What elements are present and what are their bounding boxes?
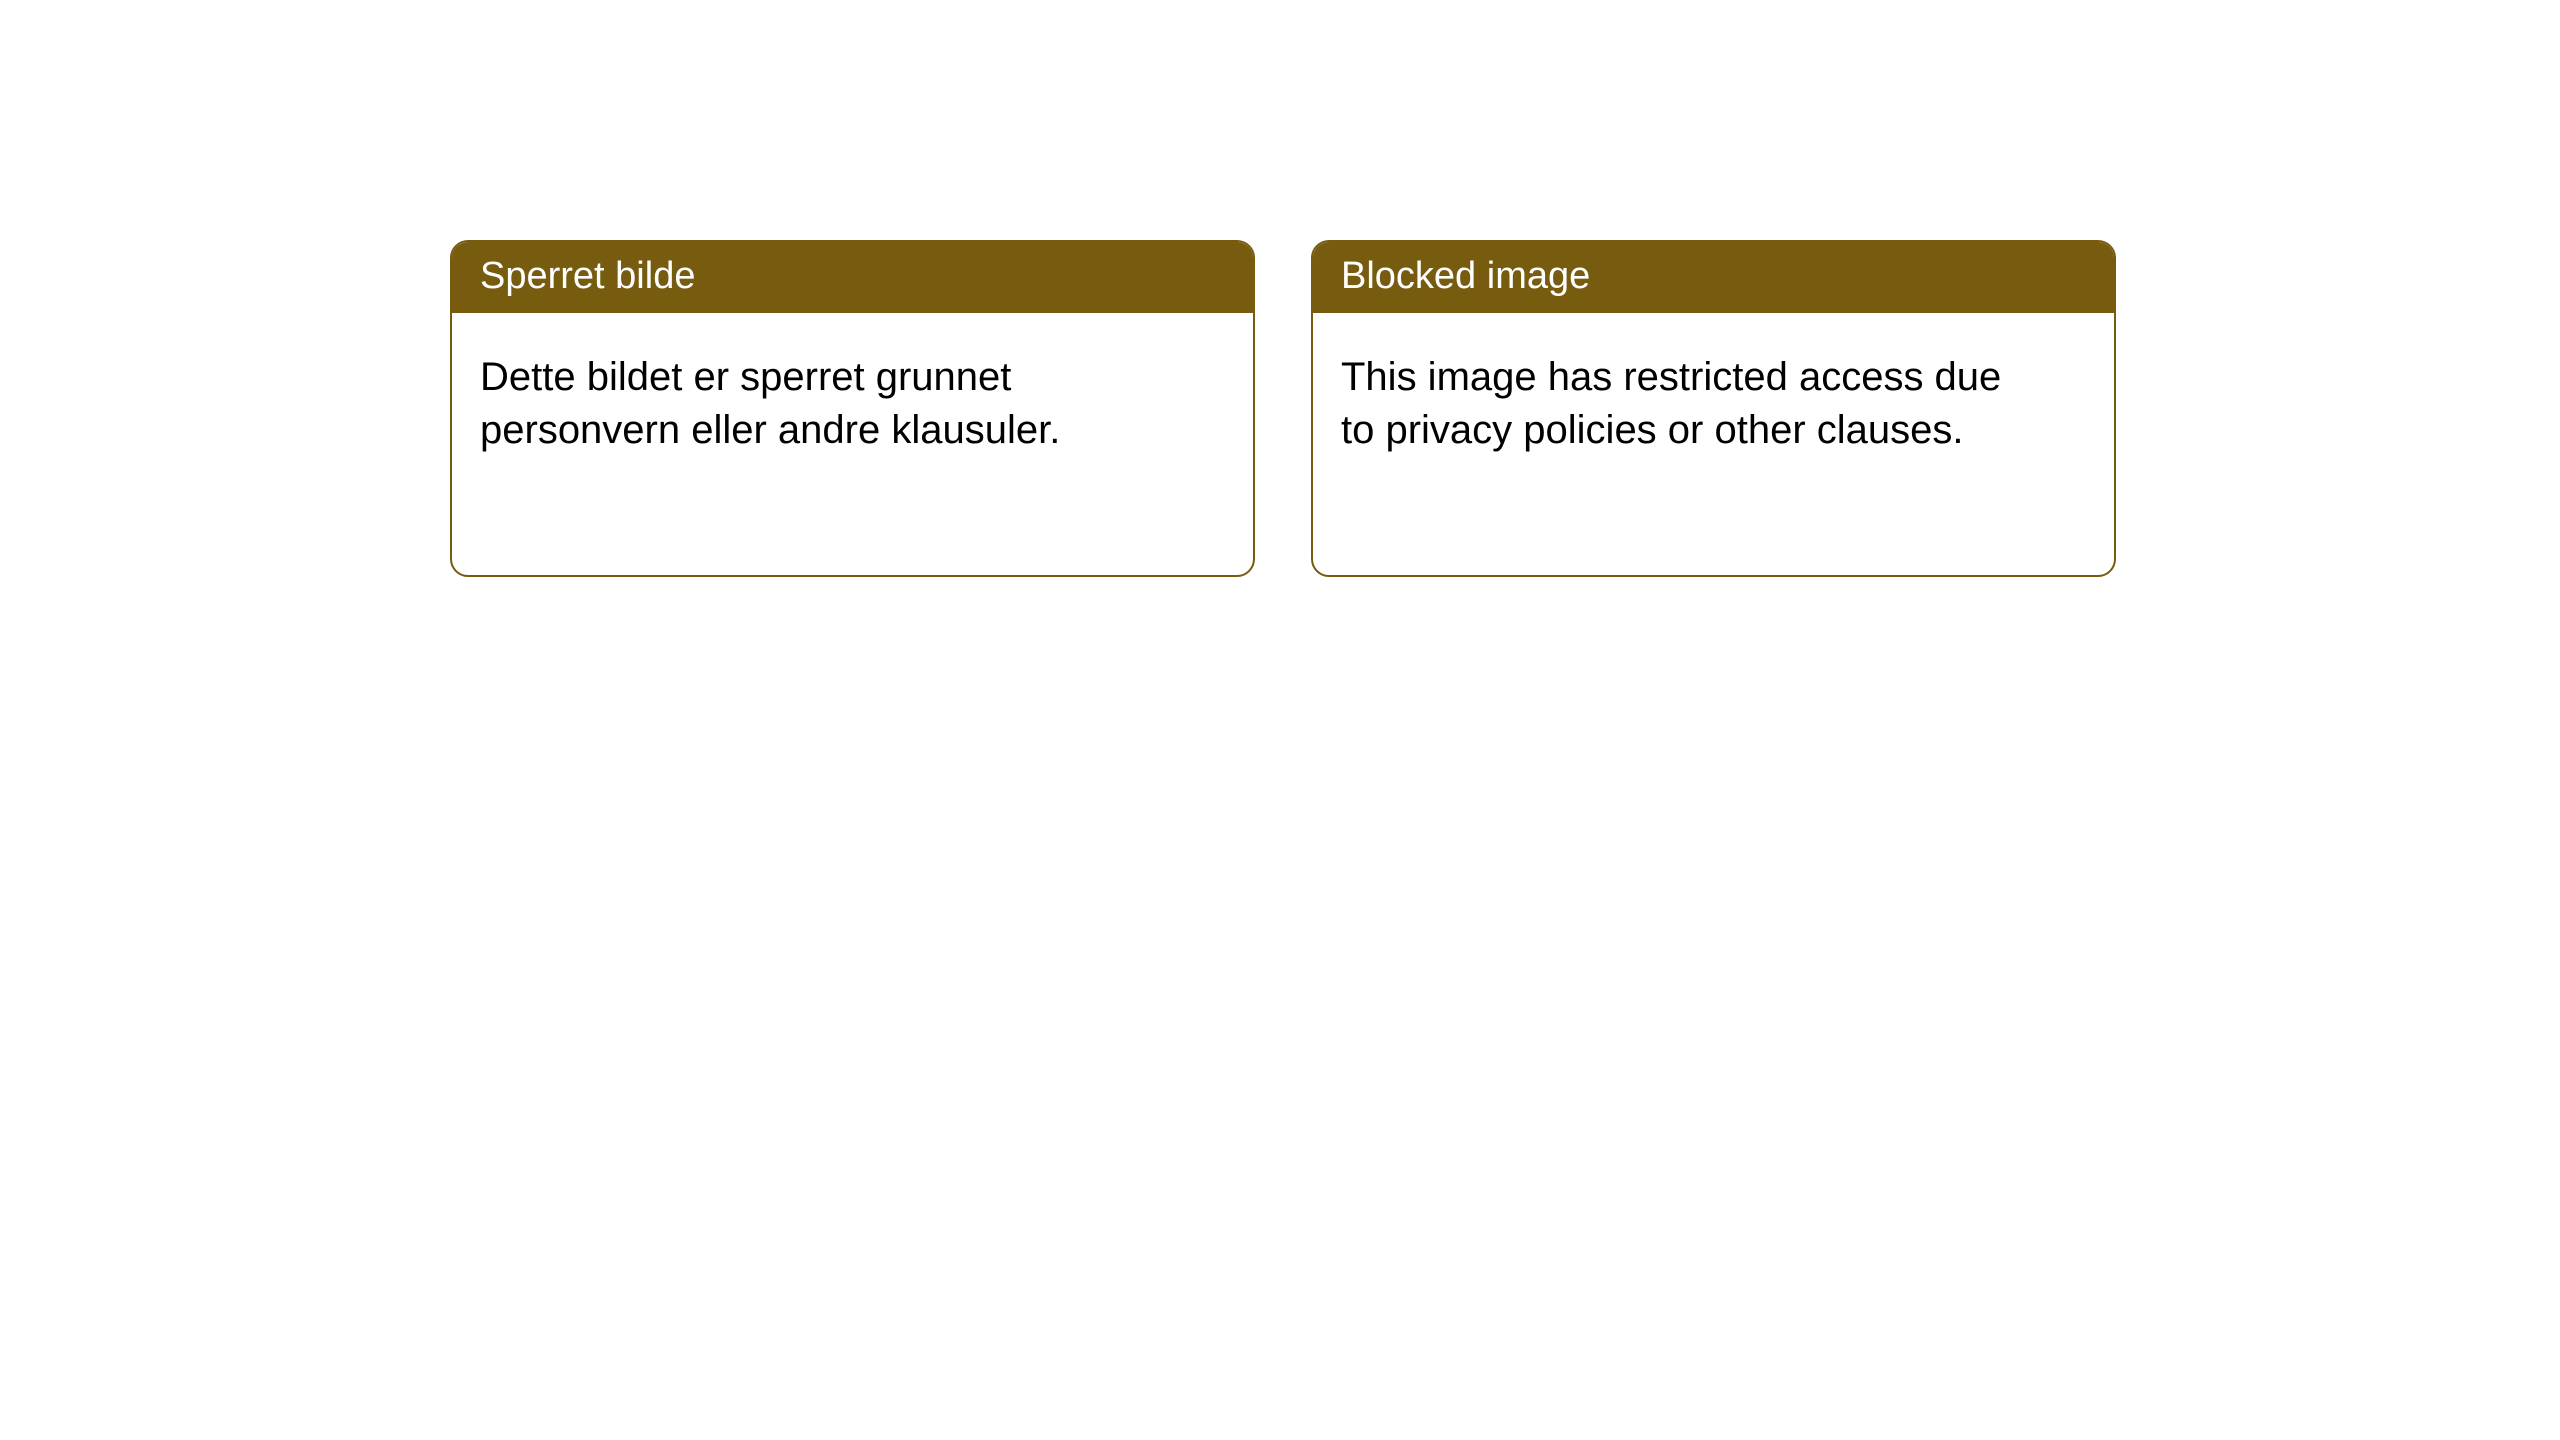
notice-card-norwegian: Sperret bilde Dette bildet er sperret gr…: [450, 240, 1255, 577]
notice-header-english: Blocked image: [1313, 242, 2114, 313]
notice-container: Sperret bilde Dette bildet er sperret gr…: [0, 0, 2560, 577]
notice-header-norwegian: Sperret bilde: [452, 242, 1253, 313]
notice-body-english: This image has restricted access due to …: [1313, 313, 2033, 485]
notice-card-english: Blocked image This image has restricted …: [1311, 240, 2116, 577]
notice-body-norwegian: Dette bildet er sperret grunnet personve…: [452, 313, 1172, 485]
